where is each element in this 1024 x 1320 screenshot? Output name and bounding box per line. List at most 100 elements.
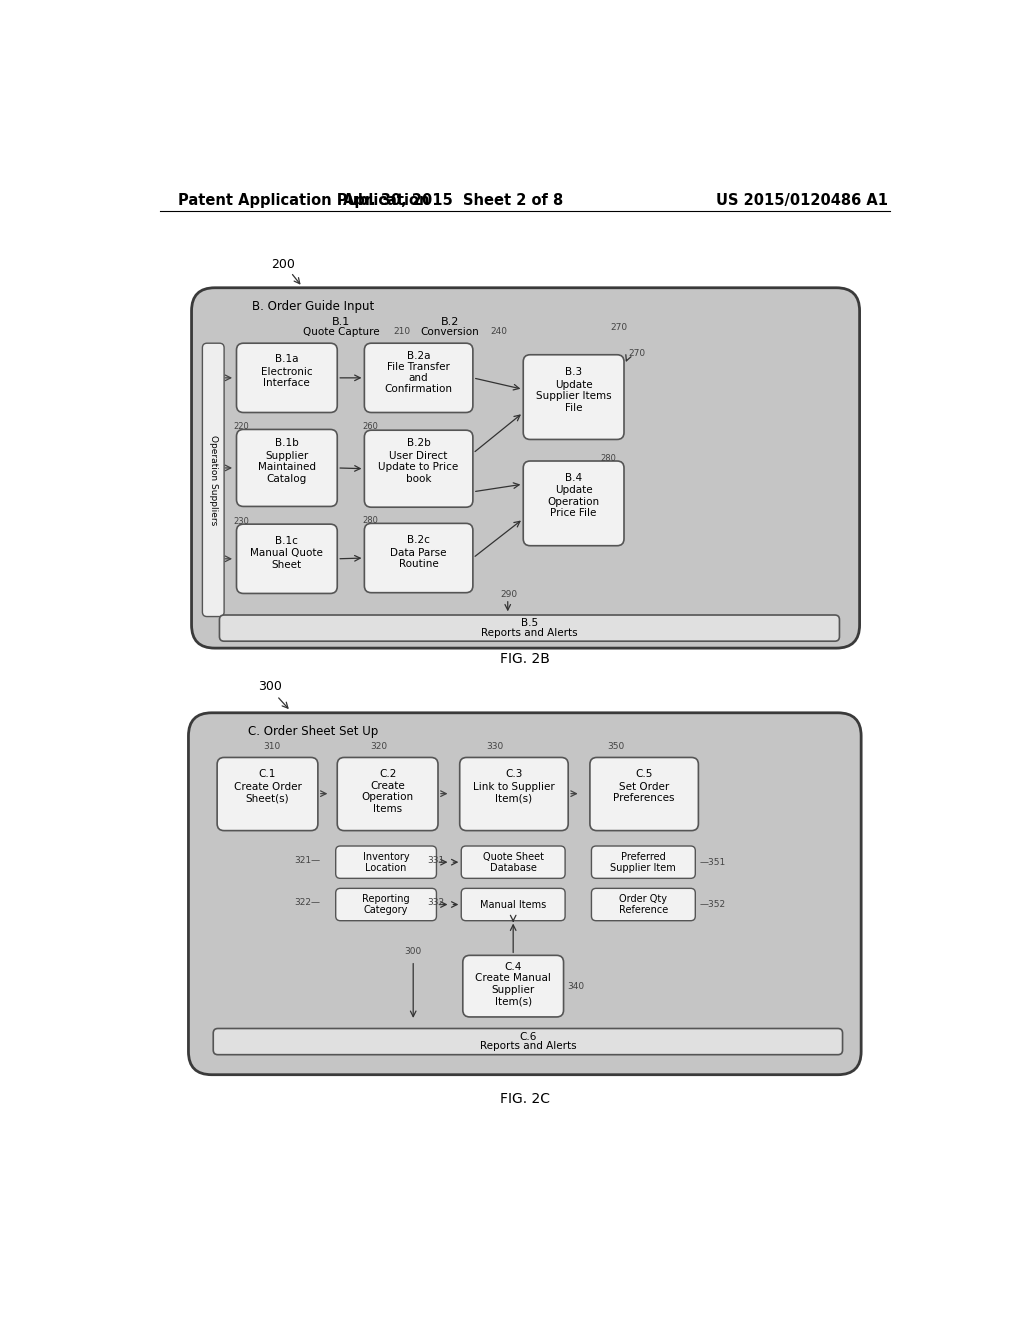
Text: 270: 270 bbox=[610, 323, 627, 333]
FancyBboxPatch shape bbox=[590, 758, 698, 830]
Text: Quote Sheet: Quote Sheet bbox=[482, 851, 544, 862]
Text: Maintained: Maintained bbox=[258, 462, 315, 473]
Text: B.2c: B.2c bbox=[408, 536, 430, 545]
Text: B. Order Guide Input: B. Order Guide Input bbox=[252, 300, 374, 313]
Text: Price File: Price File bbox=[551, 508, 597, 519]
Text: 240: 240 bbox=[490, 327, 508, 337]
FancyBboxPatch shape bbox=[461, 846, 565, 878]
Text: B.1b: B.1b bbox=[275, 438, 299, 449]
Text: 310: 310 bbox=[263, 742, 281, 751]
Text: 260: 260 bbox=[362, 422, 378, 430]
FancyBboxPatch shape bbox=[523, 461, 624, 545]
Text: 300: 300 bbox=[258, 680, 282, 693]
Text: 340: 340 bbox=[567, 982, 585, 990]
FancyBboxPatch shape bbox=[188, 713, 861, 1074]
Text: Conversion: Conversion bbox=[420, 326, 479, 337]
Text: Location: Location bbox=[366, 862, 407, 873]
Text: 200: 200 bbox=[271, 259, 295, 271]
Text: Supplier: Supplier bbox=[265, 450, 308, 461]
Text: Apr. 30, 2015  Sheet 2 of 8: Apr. 30, 2015 Sheet 2 of 8 bbox=[343, 193, 563, 209]
Text: File Transfer: File Transfer bbox=[387, 362, 451, 372]
Text: Interface: Interface bbox=[263, 379, 310, 388]
FancyBboxPatch shape bbox=[592, 846, 695, 878]
FancyBboxPatch shape bbox=[365, 524, 473, 593]
Text: Reports and Alerts: Reports and Alerts bbox=[481, 628, 578, 638]
FancyBboxPatch shape bbox=[337, 758, 438, 830]
Text: Item(s): Item(s) bbox=[496, 793, 532, 804]
Text: B.1: B.1 bbox=[332, 317, 350, 327]
Text: 280: 280 bbox=[600, 454, 615, 463]
Text: B.4: B.4 bbox=[565, 473, 583, 483]
Text: Items: Items bbox=[373, 804, 402, 814]
FancyBboxPatch shape bbox=[213, 1028, 843, 1055]
Text: 280: 280 bbox=[362, 516, 378, 525]
Text: Database: Database bbox=[489, 862, 537, 873]
Text: 322—: 322— bbox=[294, 899, 321, 907]
Text: Create Manual: Create Manual bbox=[475, 973, 551, 983]
Text: 331: 331 bbox=[427, 857, 444, 865]
Text: Manual Items: Manual Items bbox=[480, 899, 546, 909]
Text: Supplier: Supplier bbox=[492, 985, 535, 995]
Text: User Direct: User Direct bbox=[389, 450, 447, 461]
Text: Link to Supplier: Link to Supplier bbox=[473, 781, 555, 792]
FancyBboxPatch shape bbox=[592, 888, 695, 921]
Text: C.4: C.4 bbox=[505, 962, 522, 972]
Text: Data Parse: Data Parse bbox=[390, 548, 446, 557]
Text: 230: 230 bbox=[233, 516, 249, 525]
Text: Update to Price: Update to Price bbox=[379, 462, 459, 473]
Text: Inventory: Inventory bbox=[362, 851, 410, 862]
Text: C.6: C.6 bbox=[519, 1032, 537, 1041]
FancyBboxPatch shape bbox=[463, 956, 563, 1016]
Text: 330: 330 bbox=[486, 742, 504, 751]
Text: —351: —351 bbox=[699, 858, 725, 867]
Text: Supplier Item: Supplier Item bbox=[610, 862, 676, 873]
Text: Create: Create bbox=[371, 781, 406, 791]
Text: C.5: C.5 bbox=[636, 770, 653, 779]
Text: 220: 220 bbox=[233, 422, 249, 430]
Text: Confirmation: Confirmation bbox=[385, 384, 453, 395]
Text: Sheet(s): Sheet(s) bbox=[246, 793, 290, 804]
Text: C.2: C.2 bbox=[379, 770, 396, 779]
Text: Routine: Routine bbox=[398, 560, 438, 569]
Text: 270: 270 bbox=[629, 350, 646, 359]
Text: B.1a: B.1a bbox=[275, 354, 299, 363]
Text: B.5: B.5 bbox=[521, 619, 538, 628]
Text: C.3: C.3 bbox=[505, 770, 522, 779]
Text: Operation Suppliers: Operation Suppliers bbox=[209, 434, 218, 525]
Text: 350: 350 bbox=[607, 742, 625, 751]
Text: Patent Application Publication: Patent Application Publication bbox=[178, 193, 430, 209]
FancyBboxPatch shape bbox=[460, 758, 568, 830]
Text: B.2: B.2 bbox=[440, 317, 459, 327]
Text: Update: Update bbox=[555, 486, 593, 495]
Text: File: File bbox=[565, 403, 583, 413]
FancyBboxPatch shape bbox=[237, 429, 337, 507]
Text: B.3: B.3 bbox=[565, 367, 583, 376]
FancyBboxPatch shape bbox=[336, 888, 436, 921]
FancyBboxPatch shape bbox=[203, 343, 224, 616]
FancyBboxPatch shape bbox=[237, 343, 337, 412]
Text: 321—: 321— bbox=[294, 857, 321, 865]
Text: Item(s): Item(s) bbox=[495, 997, 531, 1007]
Text: US 2015/0120486 A1: US 2015/0120486 A1 bbox=[716, 193, 888, 209]
Text: B.2b: B.2b bbox=[407, 438, 430, 449]
Text: Preferred: Preferred bbox=[621, 851, 666, 862]
FancyBboxPatch shape bbox=[365, 343, 473, 412]
Text: Update: Update bbox=[555, 380, 593, 389]
Text: Supplier Items: Supplier Items bbox=[536, 391, 611, 401]
FancyBboxPatch shape bbox=[365, 430, 473, 507]
Text: Preferences: Preferences bbox=[613, 793, 675, 804]
Text: Reports and Alerts: Reports and Alerts bbox=[479, 1041, 577, 1051]
Text: 210: 210 bbox=[393, 327, 411, 337]
Text: FIG. 2B: FIG. 2B bbox=[500, 652, 550, 665]
FancyBboxPatch shape bbox=[336, 846, 436, 878]
Text: Sheet: Sheet bbox=[271, 560, 302, 570]
Text: C.1: C.1 bbox=[259, 770, 276, 779]
Text: and: and bbox=[409, 372, 428, 383]
Text: Manual Quote: Manual Quote bbox=[251, 548, 324, 558]
FancyBboxPatch shape bbox=[461, 888, 565, 921]
FancyBboxPatch shape bbox=[217, 758, 317, 830]
Text: Create Order: Create Order bbox=[233, 781, 301, 792]
Text: Order Qty: Order Qty bbox=[620, 894, 668, 904]
Text: Quote Capture: Quote Capture bbox=[303, 326, 380, 337]
Text: Operation: Operation bbox=[361, 792, 414, 803]
